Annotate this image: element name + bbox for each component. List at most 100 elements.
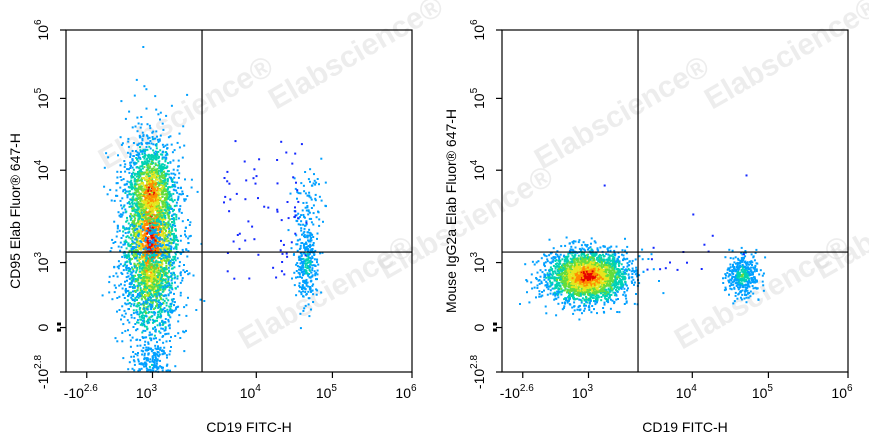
- event-dot: [161, 182, 164, 184]
- event-dot: [137, 122, 140, 125]
- event-dot: [139, 284, 141, 287]
- event-dot: [138, 247, 141, 250]
- event-dot: [152, 261, 155, 264]
- event-dot: [624, 283, 627, 286]
- event-dot: [138, 193, 141, 196]
- event-dot: [127, 168, 130, 171]
- y-tick-label: 103: [33, 252, 51, 274]
- event-dot: [540, 282, 543, 285]
- event-dot: [151, 136, 154, 138]
- event-dot: [153, 249, 156, 252]
- event-dot: [615, 298, 618, 301]
- event-dot: [175, 306, 178, 309]
- event-dot: [147, 137, 150, 140]
- event-dot: [129, 215, 131, 218]
- event-dot: [622, 284, 625, 286]
- event-dot: [137, 304, 140, 307]
- event-dot: [138, 167, 141, 170]
- event-dot: [122, 323, 125, 326]
- event-dot: [133, 238, 136, 241]
- event-dot: [314, 197, 317, 200]
- event-dot: [175, 248, 178, 250]
- event-dot: [148, 193, 151, 196]
- event-dot: [163, 156, 166, 159]
- event-dot: [140, 283, 143, 286]
- event-dot: [162, 221, 165, 223]
- event-dot: [561, 266, 564, 269]
- event-dot: [148, 240, 151, 243]
- event-dot: [147, 212, 150, 215]
- event-dot: [165, 201, 168, 204]
- event-dot: [548, 270, 551, 273]
- event-dot: [156, 167, 159, 170]
- event-dot: [308, 211, 311, 214]
- event-dot: [148, 124, 151, 127]
- event-dot: [285, 151, 288, 154]
- event-dot: [158, 292, 161, 295]
- event-dot: [163, 223, 166, 226]
- event-dot: [116, 340, 119, 343]
- event-dot: [165, 243, 168, 246]
- event-dot: [161, 282, 164, 285]
- event-dot: [263, 205, 266, 208]
- event-dot: [154, 320, 156, 323]
- event-dot: [151, 286, 154, 289]
- event-dot: [159, 153, 162, 156]
- event-dot: [148, 142, 150, 145]
- event-dot: [306, 273, 309, 276]
- event-dot: [138, 179, 141, 182]
- event-dot: [142, 269, 145, 272]
- event-dot: [151, 288, 154, 291]
- event-dot: [152, 236, 155, 239]
- event-dot: [170, 279, 173, 282]
- event-dot: [157, 285, 160, 288]
- event-dot: [175, 215, 178, 218]
- event-dot: [132, 186, 135, 189]
- event-dot: [143, 323, 146, 326]
- event-dot: [136, 173, 139, 175]
- event-dot: [145, 365, 147, 368]
- event-dot: [151, 223, 154, 226]
- event-dot: [178, 193, 181, 196]
- event-dot: [141, 207, 144, 209]
- event-dot: [159, 346, 162, 349]
- event-dot: [173, 235, 175, 237]
- event-dot: [567, 279, 570, 282]
- event-dot: [152, 195, 154, 198]
- event-dot: [158, 240, 161, 243]
- event-dot: [153, 173, 156, 176]
- event-dot: [140, 254, 143, 257]
- event-dot: [145, 107, 148, 110]
- event-dot: [178, 210, 181, 213]
- event-dot: [108, 291, 111, 294]
- event-dot: [143, 200, 145, 203]
- event-dot: [152, 369, 155, 372]
- event-dot: [283, 273, 286, 276]
- event-dot: [129, 258, 132, 261]
- event-dot: [124, 302, 127, 305]
- event-dot: [166, 272, 169, 275]
- event-dot: [170, 178, 173, 181]
- event-dot: [163, 252, 166, 255]
- event-dot: [154, 233, 157, 236]
- event-dot: [153, 151, 156, 154]
- event-dot: [141, 185, 144, 188]
- event-dot: [142, 275, 145, 278]
- event-dot: [130, 161, 133, 164]
- event-dot: [132, 247, 134, 250]
- event-dot: [286, 201, 289, 203]
- event-dot: [120, 204, 123, 207]
- event-dot: [167, 221, 170, 224]
- event-dot: [135, 198, 138, 201]
- event-dot: [166, 204, 169, 207]
- event-dot: [166, 211, 169, 214]
- event-dot: [184, 233, 186, 236]
- event-dot: [144, 239, 147, 242]
- event-dot: [252, 177, 255, 180]
- event-dot: [296, 276, 299, 279]
- event-dot: [131, 207, 134, 210]
- event-dot: [163, 352, 166, 355]
- event-dot: [148, 219, 151, 222]
- event-dot: [169, 264, 172, 267]
- event-dot: [148, 188, 151, 191]
